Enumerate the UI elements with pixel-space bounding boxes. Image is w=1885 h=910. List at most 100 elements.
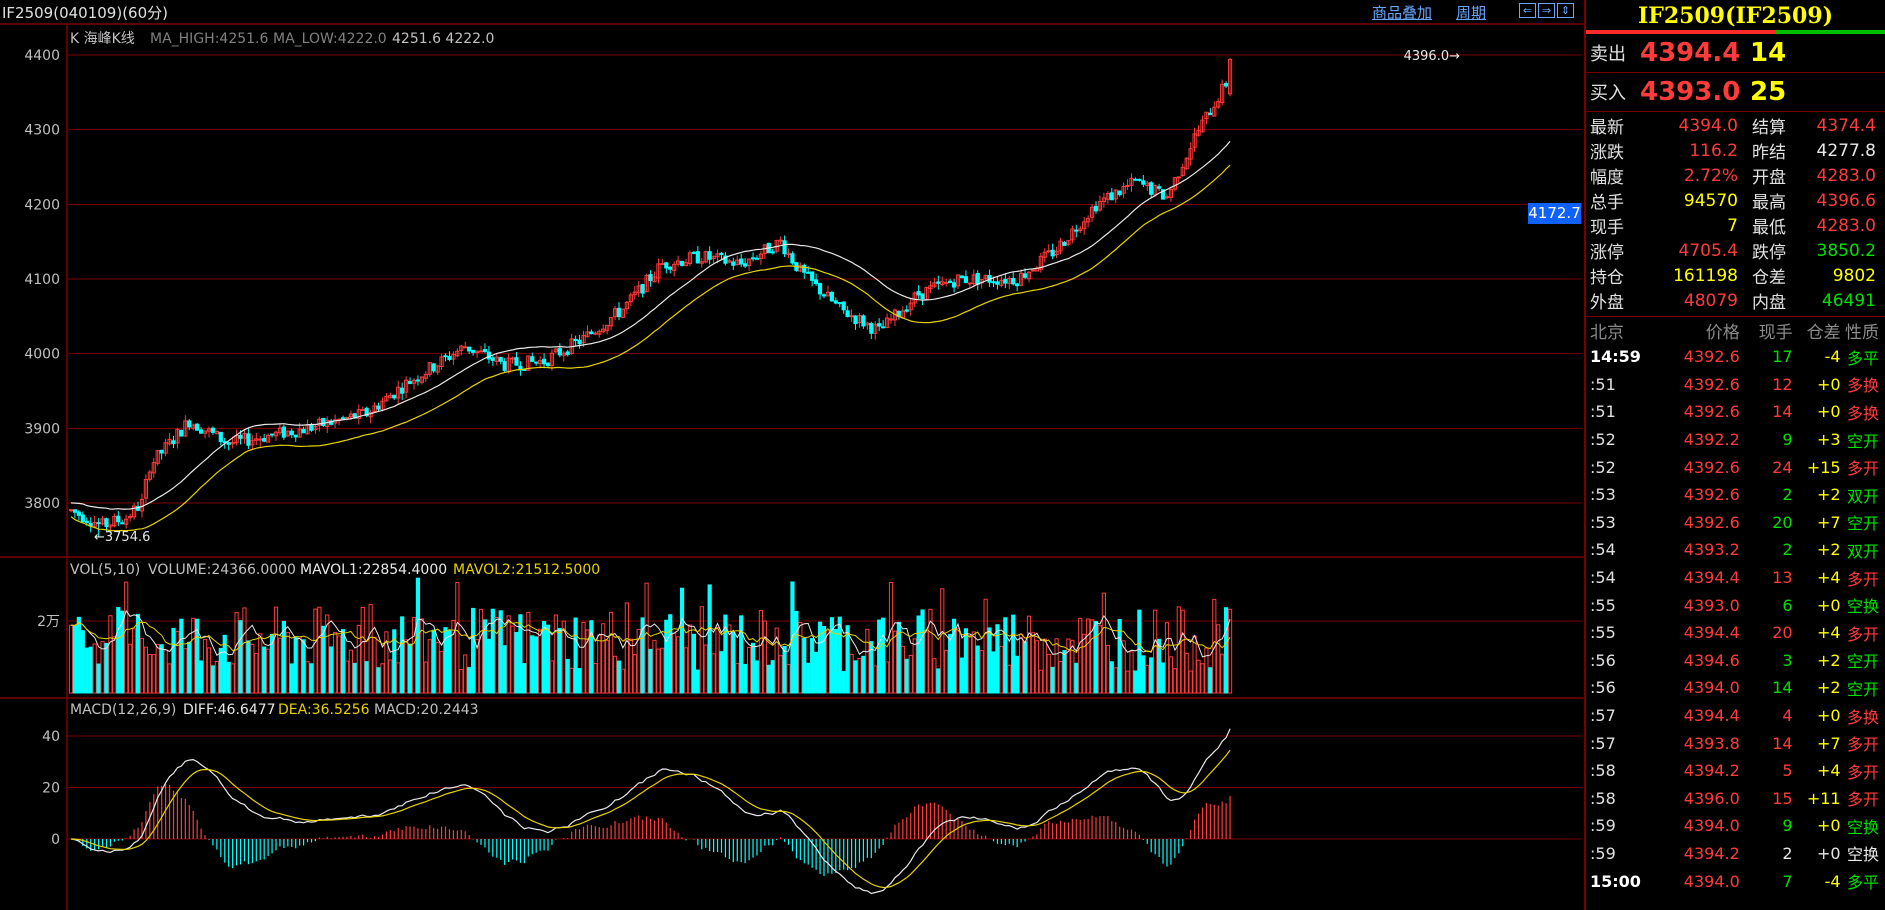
scroll-right-button[interactable]: ⇒ <box>1538 3 1555 18</box>
candle-body <box>1133 178 1138 181</box>
volume-bar <box>254 652 259 694</box>
vol-volume-label: VOLUME:24366.0000 <box>148 562 296 578</box>
volume-bar <box>163 649 168 694</box>
tick-n: 多换 <box>1846 707 1879 727</box>
volume-bar <box>715 626 720 694</box>
volume-bar <box>601 623 606 694</box>
kline-chart[interactable]: 4400 4300 4200 4100 4000 3900 3800 K 海峰K线 MA_HIG… <box>0 0 1583 910</box>
volume-bar <box>72 625 78 694</box>
tick-p: 4394.2 <box>1683 843 1740 863</box>
scroll-left-button[interactable]: ⇐ <box>1519 3 1536 18</box>
candle-body <box>159 449 164 454</box>
candle-body <box>739 258 744 265</box>
tick-row: :56 4394.0 14 +2 空开 <box>1586 674 1885 702</box>
volume-bar <box>541 621 547 694</box>
candle-body <box>210 427 216 433</box>
stats-row: 幅度 2.72% 开盘 4283.0 <box>1586 163 1885 189</box>
volume-bar <box>881 617 886 694</box>
volume-bar <box>1058 660 1063 694</box>
volume-bar <box>147 653 152 694</box>
stats-v2: 4283.0 <box>1816 215 1876 236</box>
volume-bar <box>195 618 200 694</box>
candle-body <box>191 424 196 429</box>
tick-n: 空开 <box>1846 514 1879 534</box>
candle-body <box>388 395 393 399</box>
candle-body <box>411 379 417 384</box>
volume-bar <box>971 631 976 694</box>
candle-body <box>344 416 350 419</box>
overlay-symbol-link[interactable]: 商品叠加 <box>1372 4 1433 22</box>
tick-v: 2 <box>1782 843 1793 863</box>
volume-bar <box>735 662 740 694</box>
stats-v2: 4277.8 <box>1816 140 1876 161</box>
tick-t: :57 <box>1590 733 1616 753</box>
candle-body <box>262 438 267 442</box>
candle-body <box>601 328 606 333</box>
volume-bar <box>581 621 586 694</box>
candle-body <box>289 430 294 436</box>
candle-body <box>1101 197 1107 203</box>
candle-body <box>198 429 204 434</box>
candle-body <box>711 255 716 259</box>
candle-body <box>281 426 286 438</box>
volume-bar <box>668 614 673 694</box>
volume-bar <box>534 636 539 694</box>
volume-bar <box>297 636 302 694</box>
volume-bar <box>841 670 846 694</box>
volume-bar <box>833 628 838 694</box>
tick-v: 6 <box>1782 595 1793 615</box>
candle-body <box>80 514 85 523</box>
macd-histogram <box>74 784 1231 876</box>
candle-body <box>372 405 377 412</box>
volume-bar <box>175 630 180 694</box>
candle-body <box>321 417 326 427</box>
buy-price: 4393.0 <box>1640 77 1741 107</box>
tick-list[interactable]: 14:59 4392.6 17 -4 多平:51 4392.6 12 +0 多换:51 4392.… <box>1586 343 1885 895</box>
period-link[interactable]: 周期 <box>1456 4 1487 22</box>
candle-body <box>1022 273 1028 278</box>
candle-body <box>817 282 823 295</box>
candle-body <box>656 263 661 279</box>
volume-bar <box>1137 609 1142 694</box>
tick-p: 4393.2 <box>1683 540 1740 560</box>
tick-row: :55 4394.4 20 +4 多开 <box>1586 619 1885 647</box>
tick-n: 多平 <box>1846 873 1879 893</box>
volume-bar <box>924 631 929 694</box>
volume-bar <box>975 645 980 694</box>
stats-row: 涨停 4705.4 跌停 3850.2 <box>1586 238 1885 264</box>
tick-t: :54 <box>1590 540 1616 560</box>
volume-bar <box>955 627 961 694</box>
candle-body <box>841 301 846 311</box>
stats-k1: 总手 <box>1590 193 1624 213</box>
price-tick-label: 3800 <box>24 496 60 512</box>
candle-body <box>944 281 949 284</box>
candle-body <box>597 330 602 335</box>
volume-bar <box>932 658 937 694</box>
volume-bar <box>908 654 913 694</box>
stats-k1: 幅度 <box>1590 168 1624 188</box>
candle-body <box>1212 106 1217 117</box>
col-price-header: 价格 <box>1705 322 1740 343</box>
zoom-button[interactable]: ⇕ <box>1557 3 1574 18</box>
volume-bar <box>1086 618 1091 694</box>
volume-bar <box>1046 653 1051 694</box>
volume-bar <box>1224 607 1229 694</box>
volume-bar <box>427 639 432 694</box>
candle-body <box>1117 190 1122 196</box>
candle-body <box>1086 218 1091 223</box>
volume-bar <box>206 647 212 694</box>
volume-bar <box>443 627 448 694</box>
sell-row: 卖出 4394.4 14 <box>1586 34 1885 73</box>
candle-body <box>1129 177 1134 186</box>
tick-p: 4392.6 <box>1683 402 1740 422</box>
candle-body <box>940 281 945 285</box>
candle-body <box>683 262 689 267</box>
volume-bar <box>679 587 685 694</box>
volume-bar <box>585 629 590 694</box>
volume-bar <box>545 624 551 694</box>
tick-c: +4 <box>1817 761 1841 781</box>
volume-bar <box>1019 633 1024 694</box>
high-marker: 4396.0→ <box>1404 49 1460 64</box>
candle-body <box>1180 166 1185 176</box>
vol-tick-label: 2万 <box>37 614 60 630</box>
